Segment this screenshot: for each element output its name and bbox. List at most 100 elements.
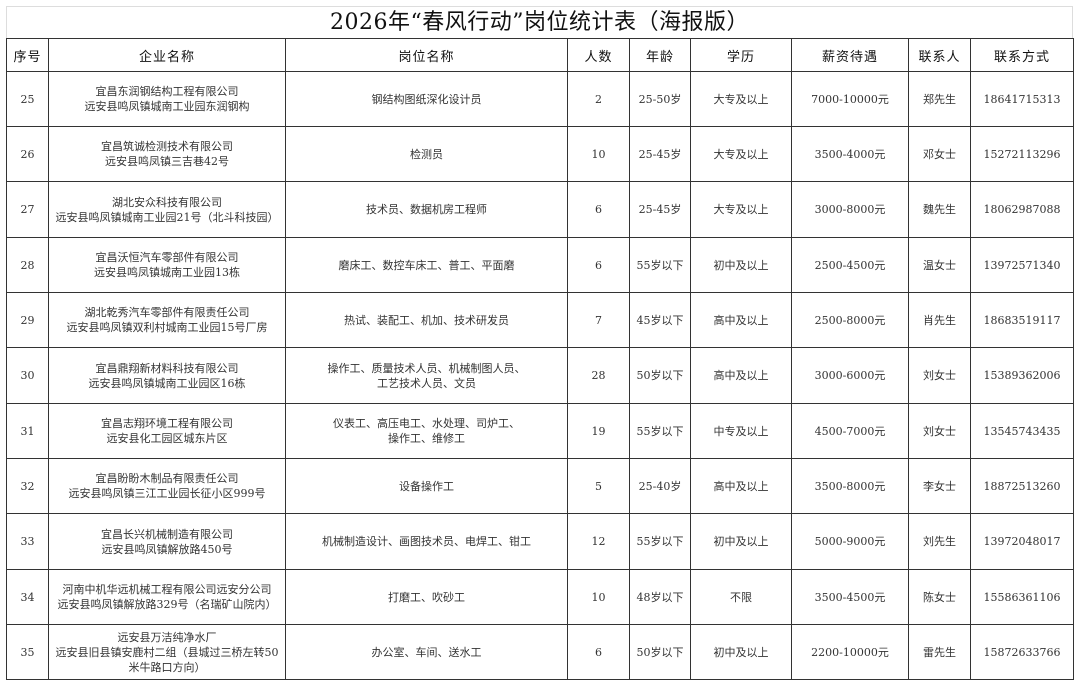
company-line: 宜昌盼盼木制品有限责任公司 — [95, 472, 239, 485]
age-cell: 25-40岁 — [629, 458, 691, 514]
position-cell: 仪表工、高压电工、水处理、司炉工、 操作工、维修工 — [285, 403, 568, 459]
company-cell: 宜昌筑诚检测技术有限公司 远安县鸣凤镇三吉巷42号 — [48, 126, 286, 182]
phone-cell: 13545743435 — [970, 403, 1074, 459]
company-line: 远安县旧县镇安鹿村二组（县城过三桥左转50 — [55, 645, 279, 659]
page-title: 2026年“春风行动”岗位统计表（海报版） — [6, 6, 1073, 38]
table-row: 30 宜昌鼎翔新材料科技有限公司 远安县鸣凤镇城南工业园区16栋 操作工、质量技术人员… — [6, 347, 1074, 404]
position-cell: 打磨工、吹砂工 — [285, 569, 568, 625]
salary-cell: 3000-6000元 — [791, 347, 909, 404]
no-cell: 31 — [6, 403, 49, 459]
count-cell: 12 — [567, 513, 630, 570]
contact-cell: 刘女士 — [908, 403, 971, 459]
no-cell: 35 — [6, 624, 49, 680]
table-row: 29 湖北乾秀汽车零部件有限责任公司 远安县鸣凤镇双利村城南工业园15号厂房 热试、装… — [6, 292, 1074, 348]
position-line: 打磨工、吹砂工 — [388, 590, 465, 604]
table-row: 34 河南中机华远机械工程有限公司远安分公司 远安县鸣凤镇解放路329号（名瑞矿山院… — [6, 569, 1074, 625]
position-cell: 操作工、质量技术人员、机械制图人员、 工艺技术人员、文员 — [285, 347, 568, 404]
position-line: 热试、装配工、机加、技术研发员 — [344, 313, 509, 327]
contact-cell: 郑先生 — [908, 71, 971, 127]
salary-cell: 2200-10000元 — [791, 624, 909, 680]
count-cell: 6 — [567, 237, 630, 293]
table-row: 32 宜昌盼盼木制品有限责任公司 远安县鸣凤镇三江工业园长征小区999号 设备操作工 5… — [6, 458, 1074, 514]
no-cell: 28 — [6, 237, 49, 293]
company-line: 宜昌长兴机械制造有限公司 — [101, 527, 233, 541]
header-no: 序号 — [6, 38, 49, 72]
age-cell: 25-45岁 — [629, 126, 691, 182]
company-line: 远安县鸣凤镇城南工业园21号（北斗科技园） — [55, 210, 279, 224]
company-cell: 湖北安众科技有限公司 远安县鸣凤镇城南工业园21号（北斗科技园） — [48, 181, 286, 238]
age-cell: 25-50岁 — [629, 71, 691, 127]
count-cell: 7 — [567, 292, 630, 348]
contact-cell: 雷先生 — [908, 624, 971, 680]
company-line: 远安县鸣凤镇城南工业园13栋 — [94, 266, 240, 279]
position-line: 设备操作工 — [399, 479, 454, 493]
education-cell: 大专及以上 — [690, 71, 792, 127]
header-row: 序号 企业名称 岗位名称 人数 年龄 学历 薪资待遇 联系人 联系方式 — [6, 38, 1074, 72]
contact-cell: 刘女士 — [908, 347, 971, 404]
header-contact: 联系人 — [908, 38, 971, 72]
count-cell: 5 — [567, 458, 630, 514]
company-line: 远安县鸣凤镇城南工业园区16栋 — [88, 376, 246, 390]
header-salary: 薪资待遇 — [791, 38, 909, 72]
company-line: 远安县万洁纯净水厂 — [117, 630, 217, 644]
no-cell: 25 — [6, 71, 49, 127]
phone-cell: 18062987088 — [970, 181, 1074, 238]
position-cell: 热试、装配工、机加、技术研发员 — [285, 292, 568, 348]
phone-cell: 15272113296 — [970, 126, 1074, 182]
company-line: 湖北乾秀汽车零部件有限责任公司 — [84, 306, 250, 319]
company-cell: 宜昌沃恒汽车零部件有限公司 远安县鸣凤镇城南工业园13栋 — [48, 237, 286, 293]
table-row: 33 宜昌长兴机械制造有限公司 远安县鸣凤镇解放路450号 机械制造设计、画图技术员、… — [6, 513, 1074, 570]
position-line: 机械制造设计、画图技术员、电焊工、钳工 — [322, 535, 531, 548]
no-cell: 26 — [6, 126, 49, 182]
position-cell: 检测员 — [285, 126, 568, 182]
age-cell: 50岁以下 — [629, 347, 691, 404]
company-cell: 宜昌东润钢结构工程有限公司 远安县鸣凤镇城南工业园东润钢构 — [48, 71, 286, 127]
header-age: 年龄 — [629, 38, 691, 72]
company-cell: 宜昌盼盼木制品有限责任公司远安县鸣凤镇三江工业园长征小区999号 — [48, 458, 286, 514]
age-cell: 55岁以下 — [629, 237, 691, 293]
company-line: 米牛路口方向） — [128, 660, 206, 674]
company-line: 远安县鸣凤镇三江工业园长征小区999号 — [68, 487, 266, 500]
job-table: 序号 企业名称 岗位名称 人数 年龄 学历 薪资待遇 联系人 联系方式 25 宜昌… — [6, 38, 1074, 680]
education-cell: 初中及以上 — [690, 624, 792, 680]
company-cell: 远安县万洁纯净水厂 远安县旧县镇安鹿村二组（县城过三桥左转50 米牛路口方向） — [48, 624, 286, 680]
company-cell: 河南中机华远机械工程有限公司远安分公司 远安县鸣凤镇解放路329号（名瑞矿山院内） — [48, 569, 286, 625]
position-line: 办公室、车间、送水工 — [371, 645, 482, 659]
phone-cell: 15389362006 — [970, 347, 1074, 404]
education-cell: 初中及以上 — [690, 237, 792, 293]
count-cell: 2 — [567, 71, 630, 127]
header-education: 学历 — [690, 38, 792, 72]
contact-cell: 刘先生 — [908, 513, 971, 570]
position-line: 操作工、质量技术人员、机械制图人员、 — [327, 361, 526, 375]
count-cell: 28 — [567, 347, 630, 404]
company-line: 宜昌筑诚检测技术有限公司 — [101, 140, 233, 153]
company-line: 湖北安众科技有限公司 — [112, 195, 222, 209]
education-cell: 大专及以上 — [690, 181, 792, 238]
company-cell: 湖北乾秀汽车零部件有限责任公司 远安县鸣凤镇双利村城南工业园15号厂房 — [48, 292, 286, 348]
job-statistics-sheet: 2026年“春风行动”岗位统计表（海报版） 序号 企业名称 岗位名称 人数 年龄… — [6, 6, 1074, 680]
position-line: 磨床工、数控车床工、普工、平面磨 — [338, 258, 515, 272]
position-line: 操作工、维修工 — [388, 432, 465, 445]
no-cell: 29 — [6, 292, 49, 348]
education-cell: 高中及以上 — [690, 347, 792, 404]
company-cell: 宜昌志翔环境工程有限公司 远安县化工园区城东片区 — [48, 403, 286, 459]
contact-cell: 魏先生 — [908, 181, 971, 238]
phone-cell: 18872513260 — [970, 458, 1074, 514]
no-cell: 33 — [6, 513, 49, 570]
company-line: 远安县鸣凤镇解放路329号（名瑞矿山院内） — [57, 598, 277, 611]
salary-cell: 7000-10000元 — [791, 71, 909, 127]
contact-cell: 温女士 — [908, 237, 971, 293]
salary-cell: 3500-4000元 — [791, 126, 909, 182]
company-cell: 宜昌鼎翔新材料科技有限公司 远安县鸣凤镇城南工业园区16栋 — [48, 347, 286, 404]
age-cell: 50岁以下 — [629, 624, 691, 680]
position-cell: 设备操作工 — [285, 458, 568, 514]
salary-cell: 3000-8000元 — [791, 181, 909, 238]
table-row: 28 宜昌沃恒汽车零部件有限公司 远安县鸣凤镇城南工业园13栋 磨床工、数控车床工、普… — [6, 237, 1074, 293]
header-count: 人数 — [567, 38, 630, 72]
no-cell: 32 — [6, 458, 49, 514]
company-line: 宜昌沃恒汽车零部件有限公司 — [95, 251, 239, 264]
age-cell: 25-45岁 — [629, 181, 691, 238]
contact-cell: 肖先生 — [908, 292, 971, 348]
company-line: 远安县鸣凤镇城南工业园东润钢构 — [84, 100, 250, 113]
header-company: 企业名称 — [48, 38, 286, 72]
